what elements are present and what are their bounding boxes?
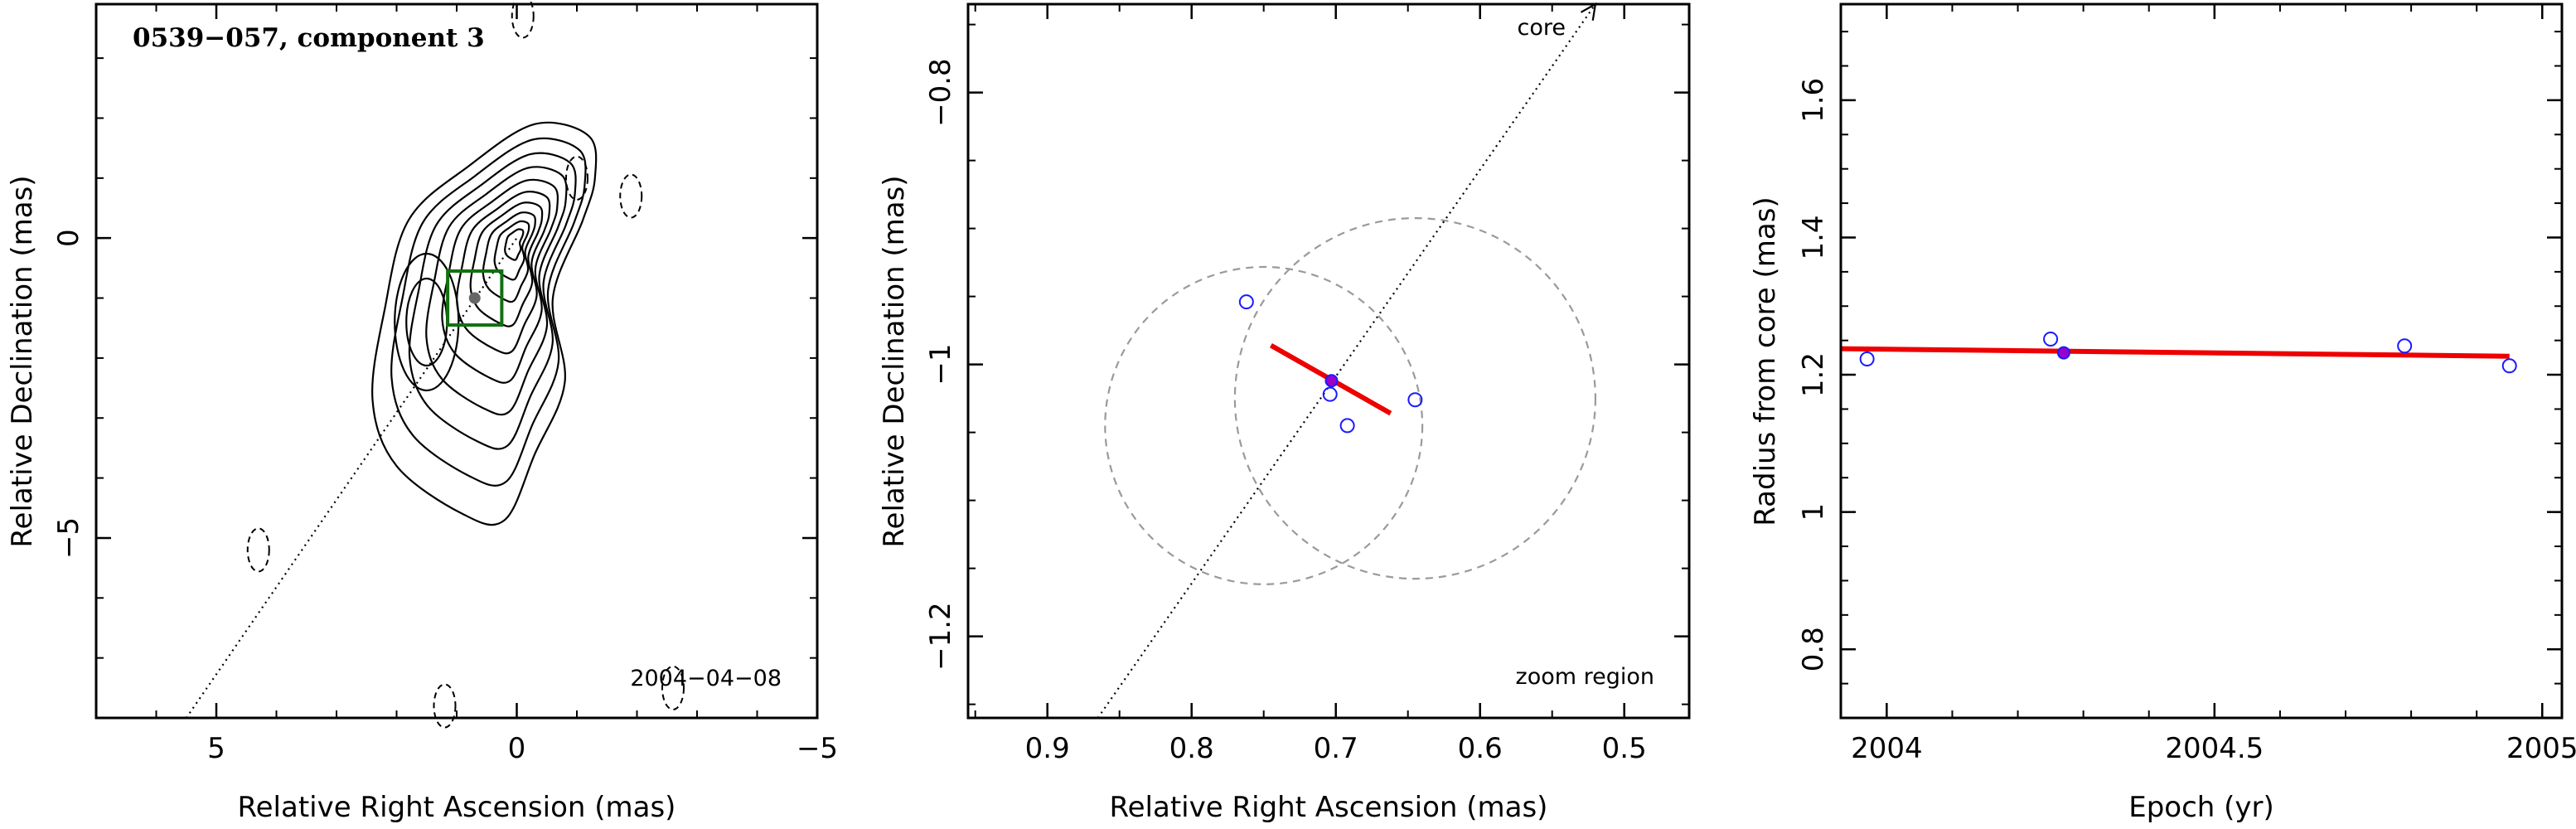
x-axis-label: Relative Right Ascension (mas) xyxy=(238,791,676,824)
component-marker xyxy=(468,292,481,304)
y-tick-label: 1.2 xyxy=(1797,352,1830,397)
contour-level xyxy=(456,191,551,355)
plot-frame xyxy=(94,2,819,720)
y-tick-label: −1 xyxy=(924,344,957,385)
zoom-region-label: zoom region xyxy=(1516,664,1654,690)
axis-ticks xyxy=(1841,4,2562,719)
x-tick-label: 2004 xyxy=(1851,732,1923,765)
contour-set xyxy=(246,0,685,729)
data-point xyxy=(1859,351,1875,367)
data-points xyxy=(1859,332,2517,374)
contour-level xyxy=(408,152,577,450)
x-tick-label: 5 xyxy=(207,732,225,765)
x-tick-labels: 2004 2004.5 2005 xyxy=(1851,732,2576,765)
y-tick-label: 1.6 xyxy=(1797,78,1830,123)
core-label: core xyxy=(1518,15,1566,41)
contour-level xyxy=(390,137,587,487)
x-tick-label: −5 xyxy=(797,732,838,765)
negative-contour xyxy=(511,0,535,39)
data-point xyxy=(1238,294,1254,310)
x-tick-label: 2004.5 xyxy=(2165,732,2264,765)
data-point xyxy=(2501,358,2517,374)
y-tick-label: 1.4 xyxy=(1797,215,1830,259)
data-point xyxy=(1322,386,1338,402)
x-tick-label: 0.8 xyxy=(1169,732,1214,765)
y-axis-label: Radius from core (mas) xyxy=(1749,196,1782,526)
epoch-date-label: 2004−04−08 xyxy=(630,666,782,691)
y-axis-label: Relative Declination (mas) xyxy=(6,175,39,547)
plot-frame xyxy=(966,2,1691,720)
component-box-outline xyxy=(446,269,504,327)
contour-level xyxy=(394,252,460,392)
plot-frame xyxy=(1839,2,2564,720)
y-axis-label: Relative Declination (mas) xyxy=(878,175,911,547)
y-tick-label: −1.2 xyxy=(924,602,957,671)
y-tick-label: −0.8 xyxy=(924,58,957,127)
data-points xyxy=(1238,294,1423,434)
component-box xyxy=(446,269,504,327)
x-tick-labels: 0.9 0.8 0.7 0.6 0.5 xyxy=(1025,732,1647,765)
data-point xyxy=(2397,338,2413,354)
x-tick-labels: 5 0 −5 xyxy=(207,732,838,765)
core-arrowhead-icon xyxy=(1580,2,1597,21)
negative-contour xyxy=(565,155,588,201)
zoom-panel: 0.9 0.8 0.7 0.6 0.5 −0.8 −1 −1.2 core zoom reg… xyxy=(878,2,1691,824)
error-circles xyxy=(1104,217,1597,585)
axis-ticks xyxy=(968,4,1689,718)
contour-level xyxy=(469,201,544,327)
y-tick-label: 0.8 xyxy=(1797,627,1830,671)
contour-level xyxy=(493,220,530,281)
x-tick-label: 0.9 xyxy=(1025,732,1070,765)
jet-direction-line xyxy=(185,237,518,719)
negative-contour xyxy=(246,527,270,573)
data-point xyxy=(1339,418,1355,434)
x-tick-label: 0.6 xyxy=(1458,732,1503,765)
radius-epoch-panel: 2004 2004.5 2005 0.811.21.41.6 Epoch (yr) … xyxy=(1749,2,2576,824)
x-axis-label: Epoch (yr) xyxy=(2128,791,2274,824)
x-tick-label: 0.7 xyxy=(1314,732,1358,765)
y-tick-labels: −0.8 −1 −1.2 xyxy=(924,58,957,671)
error-circle xyxy=(1233,217,1597,580)
x-tick-label: 0 xyxy=(508,732,526,765)
x-tick-label: 2005 xyxy=(2506,732,2576,765)
contour-level xyxy=(425,166,568,416)
negative-contour xyxy=(661,665,685,710)
y-tick-labels: 0 −5 xyxy=(52,229,85,559)
data-point xyxy=(1407,392,1423,408)
x-axis-label: Relative Right Ascension (mas) xyxy=(1110,791,1548,824)
y-tick-labels: 0.8 1 1.2 1.4 1.6 xyxy=(1797,78,1830,671)
mean-position-marker xyxy=(1324,374,1339,388)
y-tick-label: −5 xyxy=(52,517,85,559)
x-tick-label: 0.5 xyxy=(1602,732,1647,765)
jet-direction-line xyxy=(1097,3,1596,719)
negative-contour xyxy=(619,173,643,219)
axis-ticks xyxy=(95,4,819,719)
data-point xyxy=(2043,332,2059,347)
contour-level xyxy=(441,178,559,384)
fit-line xyxy=(1840,346,2510,359)
contour-level xyxy=(482,211,536,303)
negative-contour xyxy=(433,683,457,729)
mean-position-marker xyxy=(2056,346,2070,360)
contour-level xyxy=(371,121,598,526)
y-tick-label: 1 xyxy=(1797,503,1830,521)
error-circle xyxy=(1104,265,1424,585)
panel-title: 0539−057, component 3 xyxy=(133,23,485,53)
y-tick-label: 0 xyxy=(52,229,85,247)
contour-map-panel: 5 0 −5 0 −5 0539−057, component 3 2004−04−0… xyxy=(6,0,838,824)
contour-level xyxy=(504,228,525,261)
